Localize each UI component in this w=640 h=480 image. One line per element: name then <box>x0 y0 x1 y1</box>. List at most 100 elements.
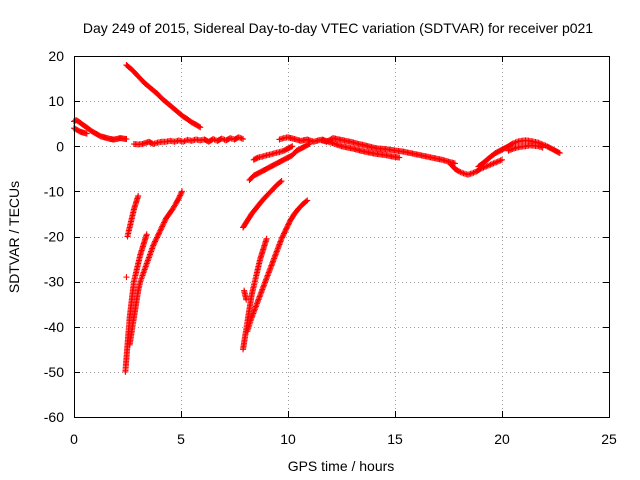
data-point <box>304 197 311 204</box>
data-point <box>240 136 247 143</box>
data-point-fill <box>285 221 292 228</box>
series-s9 <box>240 177 285 231</box>
series-s7 <box>126 188 186 348</box>
data-point <box>175 195 182 202</box>
series-s17 <box>447 156 505 178</box>
data-point-fill <box>196 123 203 130</box>
data-point-fill <box>470 169 477 176</box>
x-tick-label: 0 <box>70 431 78 447</box>
data-point <box>278 177 285 184</box>
data-point <box>278 235 285 242</box>
data-point-fill <box>284 222 291 229</box>
data-point <box>180 138 187 145</box>
data-point-fill <box>497 157 504 164</box>
data-point <box>123 136 130 143</box>
data-point-fill <box>279 234 286 241</box>
data-point-fill <box>178 189 185 196</box>
data-point-fill <box>284 224 291 231</box>
data-point-fill <box>155 231 162 238</box>
data-point <box>235 134 242 141</box>
y-tick-label: -10 <box>44 183 64 199</box>
data-point-fill <box>237 134 244 141</box>
x-axis-tick-labels: 0 5 10 15 20 25 <box>70 431 617 447</box>
data-point-fill <box>277 178 284 185</box>
data-point <box>499 156 505 163</box>
series-s12 <box>244 197 311 335</box>
y-tick-label: -60 <box>44 409 64 425</box>
data-point-fill <box>459 169 466 176</box>
series-s19 <box>505 142 546 154</box>
data-point <box>481 164 488 171</box>
data-point-fill <box>283 225 290 232</box>
y-tick-label: -30 <box>44 274 64 290</box>
series-s10 <box>241 287 250 303</box>
data-point <box>179 188 186 195</box>
y-tick-label: -40 <box>44 319 64 335</box>
data-point-fill <box>491 159 498 166</box>
data-point-fill <box>489 160 496 167</box>
y-tick-label: -50 <box>44 364 64 380</box>
y-tick-label: 20 <box>48 48 64 64</box>
grid-lines <box>74 56 609 417</box>
data-point-fill <box>508 146 515 153</box>
series-s1 <box>71 117 130 143</box>
data-point-fill <box>511 139 518 146</box>
data-point-fill <box>285 220 292 227</box>
data-point-fill <box>152 238 159 245</box>
y-tick-label: 0 <box>56 138 64 154</box>
data-point-fill <box>281 230 288 237</box>
series-s16 <box>319 136 403 161</box>
data-point <box>396 154 403 161</box>
data-point <box>556 150 563 157</box>
data-point <box>456 168 463 175</box>
data-point-fill <box>157 227 164 234</box>
data-point-fill <box>487 161 494 168</box>
x-tick-label: 20 <box>494 431 510 447</box>
data-point-fill <box>151 239 158 246</box>
data-point-fill <box>154 234 161 241</box>
data-point <box>156 228 163 235</box>
data-point <box>451 160 458 167</box>
data-point <box>490 160 497 167</box>
data-point <box>143 231 150 238</box>
data-point <box>83 130 90 137</box>
chart-title: Day 249 of 2015, Sidereal Day-to-day VTE… <box>83 20 593 36</box>
data-point <box>150 242 157 249</box>
data-point-fill <box>152 237 159 244</box>
data-point-fill <box>279 233 286 240</box>
y-axis-tick-labels: -60 -50 -40 -30 -20 -10 0 10 20 <box>44 48 64 425</box>
data-point-fill <box>281 229 288 236</box>
y-tick-label: 10 <box>48 93 64 109</box>
data-point-fill <box>484 162 491 169</box>
axis-ticks <box>74 56 610 418</box>
data-point-fill <box>150 241 157 248</box>
data-point-fill <box>155 230 162 237</box>
data-point-fill <box>303 198 310 205</box>
data-point-fill <box>161 218 168 225</box>
data-point <box>123 274 130 281</box>
data-point <box>159 222 166 229</box>
series-s3 <box>130 134 247 148</box>
x-tick-label: 25 <box>601 431 617 447</box>
data-point-fill <box>282 228 289 235</box>
data-point-fill <box>157 226 164 233</box>
data-point <box>282 226 289 233</box>
series-s5 <box>124 192 142 240</box>
data-point-fill <box>158 224 165 231</box>
series-s13 <box>246 140 313 184</box>
data-point-fill <box>457 169 464 176</box>
data-point-fill <box>483 163 490 170</box>
data-point <box>135 192 142 199</box>
y-tick-label: -20 <box>44 229 64 245</box>
data-point-fill <box>177 191 184 198</box>
series-s18 <box>475 137 563 170</box>
data-point <box>505 147 512 154</box>
data-point <box>494 158 501 165</box>
data-point <box>539 144 546 151</box>
data-point <box>289 143 296 150</box>
data-point-fill <box>280 231 287 238</box>
data-point-fill <box>555 149 562 156</box>
data-point-fill <box>480 164 487 171</box>
